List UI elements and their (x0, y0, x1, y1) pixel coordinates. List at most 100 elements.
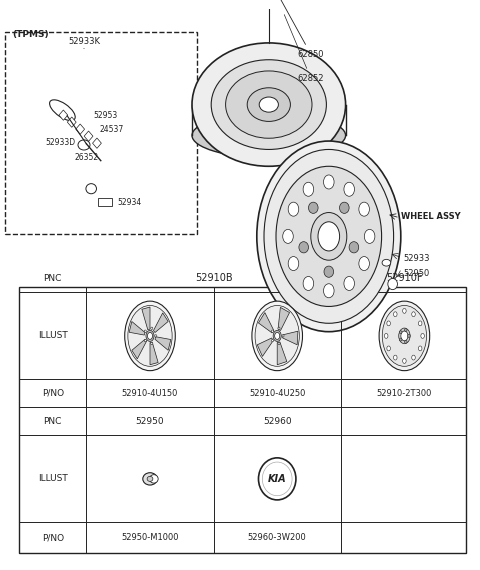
Circle shape (155, 335, 157, 337)
Ellipse shape (403, 359, 406, 363)
Ellipse shape (303, 276, 314, 291)
Ellipse shape (283, 229, 293, 243)
Text: 52950: 52950 (136, 417, 164, 426)
Ellipse shape (412, 355, 415, 360)
Ellipse shape (255, 306, 300, 367)
Polygon shape (132, 339, 146, 359)
Text: ILLUST: ILLUST (38, 331, 68, 340)
Ellipse shape (288, 256, 299, 271)
Circle shape (405, 340, 407, 343)
Ellipse shape (192, 113, 346, 158)
Ellipse shape (364, 229, 375, 243)
Text: 52910F: 52910F (386, 274, 423, 283)
Polygon shape (277, 342, 287, 365)
Text: 52933K: 52933K (68, 37, 100, 46)
Ellipse shape (382, 259, 391, 266)
Text: 62850: 62850 (280, 0, 324, 59)
Polygon shape (150, 342, 158, 365)
Text: KIA: KIA (268, 474, 287, 484)
Text: ILLUST: ILLUST (38, 474, 68, 483)
Circle shape (144, 339, 146, 342)
Polygon shape (283, 331, 298, 345)
Ellipse shape (259, 97, 278, 112)
Ellipse shape (288, 202, 299, 216)
Ellipse shape (147, 332, 153, 339)
Ellipse shape (264, 149, 394, 323)
Ellipse shape (257, 141, 401, 332)
Polygon shape (142, 307, 150, 329)
Circle shape (151, 327, 153, 329)
Ellipse shape (387, 346, 390, 351)
Circle shape (278, 327, 280, 329)
Ellipse shape (324, 175, 334, 189)
Bar (84, 131, 93, 141)
Circle shape (349, 242, 359, 253)
Text: 52933: 52933 (403, 254, 430, 263)
Ellipse shape (344, 276, 354, 291)
Bar (67, 117, 76, 127)
Bar (59, 110, 68, 120)
Circle shape (278, 343, 280, 345)
Text: (TPMS): (TPMS) (12, 30, 48, 39)
Ellipse shape (401, 331, 408, 341)
Text: PNC: PNC (44, 417, 62, 426)
Bar (93, 138, 101, 148)
Ellipse shape (412, 312, 415, 317)
Ellipse shape (276, 166, 382, 307)
Text: 26352: 26352 (74, 153, 98, 162)
Text: 52953: 52953 (94, 111, 118, 120)
Polygon shape (154, 313, 168, 332)
Ellipse shape (303, 182, 314, 196)
Text: 52910-2T300: 52910-2T300 (377, 389, 432, 398)
Ellipse shape (149, 475, 158, 483)
Ellipse shape (263, 462, 292, 496)
Polygon shape (257, 338, 273, 356)
Circle shape (272, 339, 274, 342)
Circle shape (144, 330, 146, 332)
Ellipse shape (379, 301, 430, 370)
Circle shape (339, 202, 349, 213)
Polygon shape (155, 337, 171, 351)
Ellipse shape (419, 346, 422, 351)
Ellipse shape (226, 71, 312, 139)
Bar (19, 287, 466, 553)
Ellipse shape (146, 331, 154, 341)
Ellipse shape (318, 222, 340, 251)
Bar (76, 124, 84, 135)
Text: P/NO: P/NO (42, 534, 64, 542)
Ellipse shape (421, 333, 424, 339)
Circle shape (151, 343, 153, 345)
Text: 52933D: 52933D (46, 138, 76, 146)
Text: PNC: PNC (44, 274, 62, 283)
Ellipse shape (252, 301, 302, 370)
Text: 52910-4U250: 52910-4U250 (249, 389, 305, 398)
Text: 52960-3W200: 52960-3W200 (248, 534, 307, 542)
Ellipse shape (359, 202, 370, 216)
Ellipse shape (247, 88, 290, 121)
Bar (98, 198, 112, 206)
Ellipse shape (403, 308, 406, 314)
Circle shape (282, 335, 284, 337)
Ellipse shape (143, 473, 157, 485)
Circle shape (399, 331, 402, 333)
Ellipse shape (211, 60, 326, 149)
Circle shape (399, 338, 402, 341)
Circle shape (299, 242, 309, 253)
Ellipse shape (311, 213, 347, 260)
Ellipse shape (147, 477, 153, 482)
Text: 24537: 24537 (99, 125, 124, 135)
Ellipse shape (344, 182, 354, 196)
Ellipse shape (419, 321, 422, 326)
Polygon shape (278, 307, 289, 331)
Ellipse shape (394, 355, 397, 360)
Polygon shape (258, 312, 274, 333)
Ellipse shape (258, 458, 296, 500)
Ellipse shape (273, 331, 281, 341)
Text: P/NO: P/NO (42, 389, 64, 398)
Ellipse shape (399, 328, 410, 344)
Text: 52950-M1000: 52950-M1000 (121, 534, 179, 542)
Text: 52910-4U150: 52910-4U150 (122, 389, 178, 398)
Text: 62852: 62852 (284, 15, 324, 83)
Ellipse shape (192, 43, 346, 166)
Circle shape (405, 328, 407, 331)
